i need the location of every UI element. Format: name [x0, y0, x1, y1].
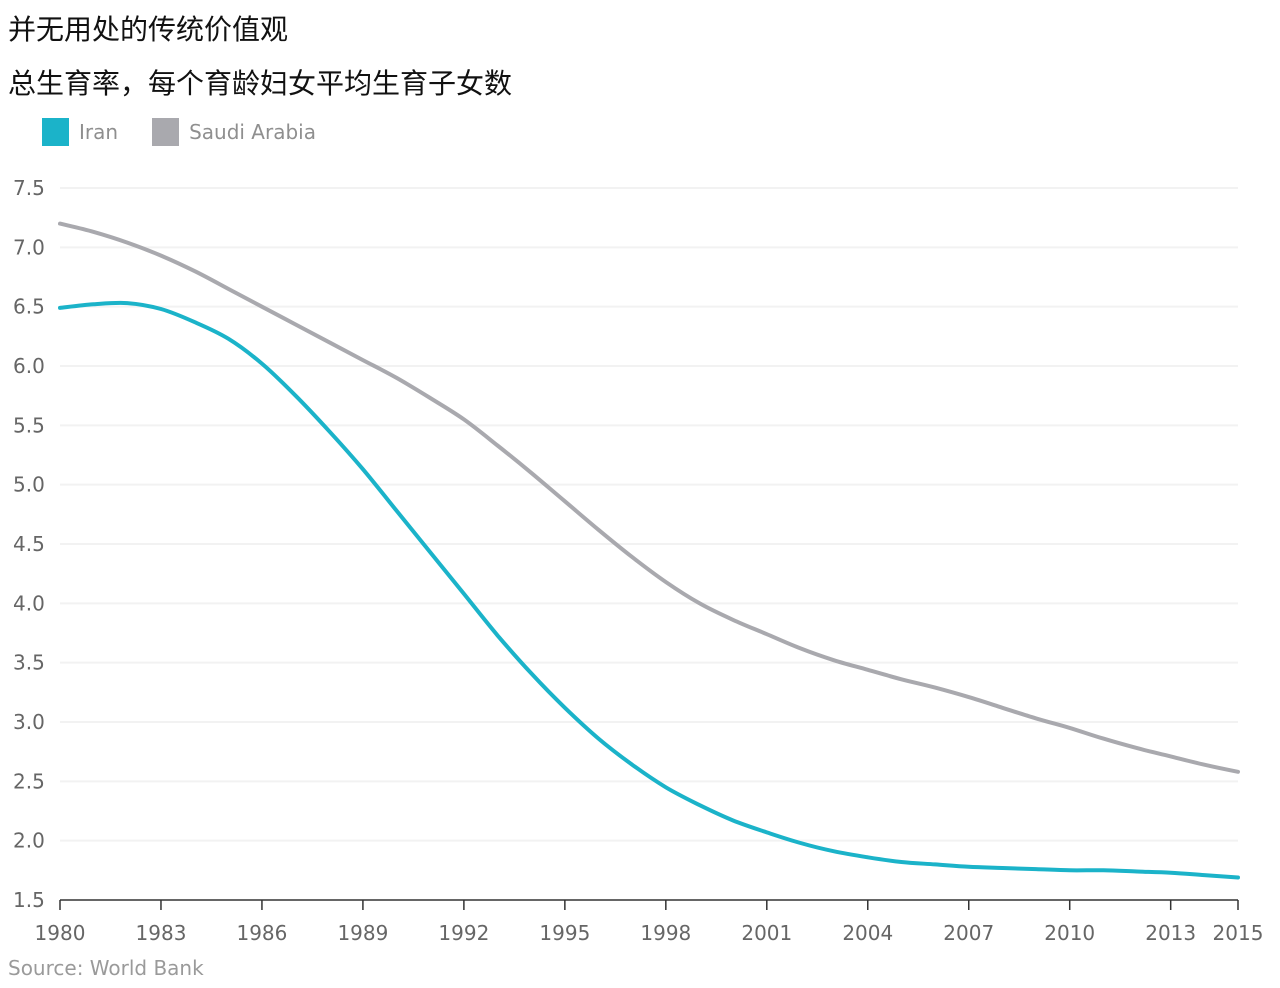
x-tick-label: 1986: [236, 921, 287, 945]
y-tick-label: 5.0: [13, 473, 45, 497]
y-tick-label: 5.5: [13, 413, 45, 437]
y-tick-label: 3.0: [13, 710, 45, 734]
x-tick-label: 2007: [943, 921, 994, 945]
y-tick-label: 7.5: [13, 176, 45, 200]
y-tick-label: 2.5: [13, 769, 45, 793]
legend-label-iran: Iran: [79, 120, 119, 144]
x-tick-label: 1998: [640, 921, 691, 945]
legend-item-saudi-arabia: Saudi Arabia: [152, 118, 316, 146]
legend-swatch-iran: [42, 118, 69, 146]
chart-title: 并无用处的传统价值观: [8, 13, 289, 46]
x-tick-label: 2010: [1044, 921, 1095, 945]
series-line-iran: [58, 300, 1240, 880]
source-note: Source: World Bank: [8, 956, 204, 980]
series-layer: [58, 221, 1240, 880]
x-tick-label: 2001: [741, 921, 792, 945]
grid-layer: [60, 187, 1238, 842]
y-tick-label: 6.0: [13, 354, 45, 378]
legend-item-iran: Iran: [42, 118, 118, 146]
legend: Iran Saudi Arabia: [42, 118, 316, 146]
x-tick-label: 2015: [1213, 921, 1264, 945]
x-tick-label: 2013: [1145, 921, 1196, 945]
y-tick-label: 1.5: [13, 888, 45, 912]
y-tick-label: 4.0: [13, 591, 45, 615]
legend-label-saudi-arabia: Saudi Arabia: [189, 120, 316, 144]
x-tick-label: 1989: [337, 921, 388, 945]
y-tick-label: 6.5: [13, 295, 45, 319]
y-tick-label: 2.0: [13, 829, 45, 853]
x-tick-label: 1983: [136, 921, 187, 945]
x-tick-label: 2004: [842, 921, 893, 945]
x-tick-label: 1980: [35, 921, 86, 945]
series-line-saudi-arabia: [58, 221, 1240, 774]
x-tick-label: 1992: [438, 921, 489, 945]
x-tick-label: 1995: [539, 921, 590, 945]
legend-swatch-saudi-arabia: [152, 118, 180, 146]
axis-layer: 1.5 2.0 2.5 3.0 3.5 4.0 4.5 5.0 5.5 6.0 6.5 7.0 7.5 1…: [13, 176, 1263, 945]
chart-subtitle: 总生育率，每个育龄妇女平均生育子女数: [8, 67, 513, 100]
y-tick-label: 3.5: [13, 651, 45, 675]
y-tick-label: 7.0: [13, 235, 45, 259]
y-tick-label: 4.5: [13, 532, 45, 556]
